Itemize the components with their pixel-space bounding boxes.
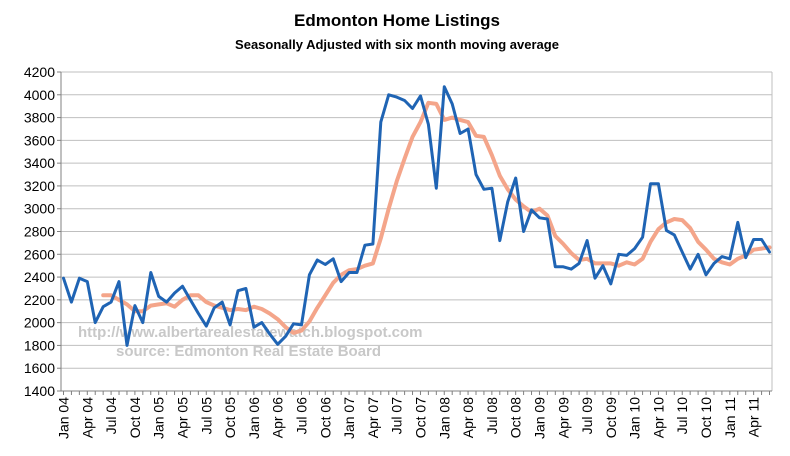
x-tick-label: Jan 04 <box>56 397 72 439</box>
x-tick-label: Oct 10 <box>698 397 714 438</box>
x-tick-label: Jan 06 <box>246 397 262 439</box>
x-tick-label: Oct 07 <box>412 397 428 438</box>
y-axis-ticks: 1400 1600 1800 2000 2200 2400 2600 2800 3000 3200… <box>24 64 61 399</box>
x-tick-label: Apr 05 <box>174 397 190 438</box>
y-tick-label: 1400 <box>24 383 55 399</box>
x-tick-label: Jul 09 <box>579 397 595 435</box>
x-tick-label: Apr 04 <box>79 397 95 438</box>
y-tick-label: 2600 <box>24 246 55 262</box>
watermark-url: http://www.albertarealestatewatch.blogsp… <box>78 324 423 341</box>
x-tick-label: Jul 08 <box>484 397 500 435</box>
y-tick-label: 3400 <box>24 155 55 171</box>
x-tick-label: Jul 05 <box>198 397 214 435</box>
series-line-listings <box>62 85 771 347</box>
x-tick-label: Jan 11 <box>722 397 738 438</box>
x-tick-label: Jan 08 <box>436 397 452 439</box>
x-tick-label: Jul 06 <box>293 397 309 435</box>
x-tick-label: Apr 09 <box>555 397 571 438</box>
x-tick-label: Oct 05 <box>222 397 238 438</box>
x-tick-label: Oct 08 <box>508 397 524 438</box>
x-tick-label: Jan 05 <box>151 397 167 439</box>
watermark-source: source: Edmonton Real Estate Board <box>116 343 381 360</box>
x-tick-label: Oct 09 <box>603 397 619 438</box>
x-tick-label: Apr 07 <box>365 397 381 438</box>
series-lines <box>62 85 772 347</box>
x-axis-ticks: Jan 04 Apr 04 Jul 04 Oct 04 Jan 05 Apr 05 Jul … <box>56 391 770 439</box>
y-tick-label: 3000 <box>24 201 55 217</box>
y-tick-label: 3200 <box>24 178 55 194</box>
x-tick-label: Jan 09 <box>531 397 547 439</box>
chart-subtitle: Seasonally Adjusted with six month movin… <box>235 37 559 52</box>
y-tick-label: 2200 <box>24 292 55 308</box>
x-tick-label: Apr 11 <box>746 397 762 437</box>
x-tick-label: Jul 10 <box>674 397 690 435</box>
x-tick-label: Oct 06 <box>317 397 333 438</box>
x-tick-label: Apr 06 <box>270 397 286 438</box>
x-tick-label: Apr 10 <box>650 397 666 438</box>
x-tick-label: Apr 08 <box>460 397 476 438</box>
x-tick-label: Jul 04 <box>103 397 119 435</box>
x-tick-label: Jan 07 <box>341 397 357 439</box>
y-tick-label: 1800 <box>24 337 55 353</box>
y-tick-label: 3800 <box>24 110 55 126</box>
y-tick-label: 1600 <box>24 360 55 376</box>
x-tick-label: Jul 07 <box>389 397 405 435</box>
series-line-moving-average <box>101 100 772 335</box>
y-tick-label: 4200 <box>24 64 55 80</box>
y-tick-label: 4000 <box>24 87 55 103</box>
y-tick-label: 2000 <box>24 315 55 331</box>
y-tick-label: 3600 <box>24 132 55 148</box>
x-tick-label: Oct 04 <box>127 397 143 438</box>
y-tick-label: 2800 <box>24 224 55 240</box>
y-tick-label: 2400 <box>24 269 55 285</box>
x-tick-label: Jan 10 <box>627 397 643 439</box>
chart-title: Edmonton Home Listings <box>294 11 500 30</box>
gridlines <box>61 71 773 392</box>
